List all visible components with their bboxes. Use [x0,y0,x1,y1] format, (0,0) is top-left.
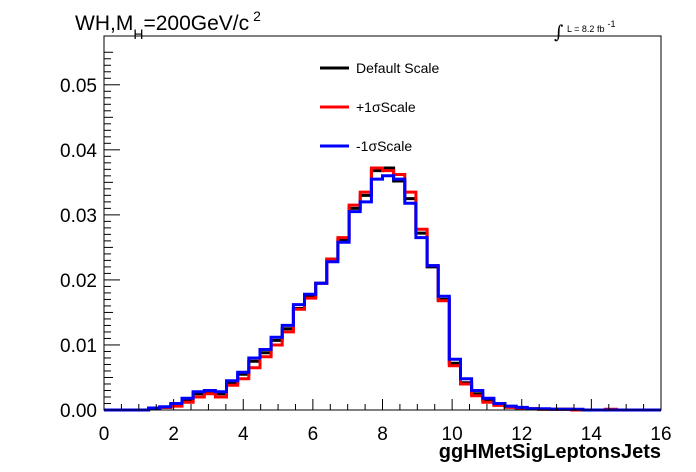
x-tick-label: 16 [650,424,671,445]
legend-label-0: Default Scale [356,60,439,76]
x-tick-label: 8 [377,424,388,445]
luminosity-label: ∫ L = 8.2 fb -1 [554,19,615,43]
x-tick-label: 0 [99,424,110,445]
x-tick-label: 6 [308,424,319,445]
title-subscript: H [133,26,143,42]
x-tick-label: 4 [238,424,249,445]
svg-text:WH,MH=200GeV/c2: WH,MH=200GeV/c 2 [75,8,261,42]
y-tick-label: 0.01 [60,336,97,357]
legend: Default Scale +1σScale -1σScale [320,60,439,154]
x-axis-tick-labels: 0 2 4 6 8 10 12 14 16 [99,424,672,445]
x-tick-label: 12 [511,424,532,445]
x-tick-label: 14 [581,424,603,445]
luminosity-text: L = 8.2 fb [567,24,604,34]
x-tick-label: 2 [168,424,179,445]
x-tick-label: 10 [442,424,463,445]
legend-label-2: -1σScale [356,138,412,154]
integral-symbol: ∫ [554,22,564,43]
x-axis-label: ggHMetSigLeptonsJets [439,441,661,463]
y-axis-ticks [104,51,120,411]
y-axis-tick-labels: 0.00 0.01 0.02 0.03 0.04 0.05 [60,76,97,422]
y-tick-label: 0.02 [60,271,97,292]
y-tick-label: 0.00 [60,401,97,422]
svg-text:L = 8.2 fb-1: L = 8.2 fb -1 [567,19,615,34]
x-axis-ticks [103,399,662,410]
title-superscript: 2 [253,8,261,24]
series-layer [104,166,661,412]
y-tick-label: 0.04 [60,141,97,162]
luminosity-superscript: -1 [607,19,615,29]
y-tick-label: 0.03 [60,206,97,227]
legend-label-1: +1σScale [356,99,416,115]
title-value: =200GeV/c [143,12,249,35]
series-line-2 [104,174,661,412]
chart-title: WH,MH=200GeV/c 2 [75,8,261,42]
y-tick-label: 0.05 [60,76,97,97]
title-prefix: WH,M [75,12,133,35]
